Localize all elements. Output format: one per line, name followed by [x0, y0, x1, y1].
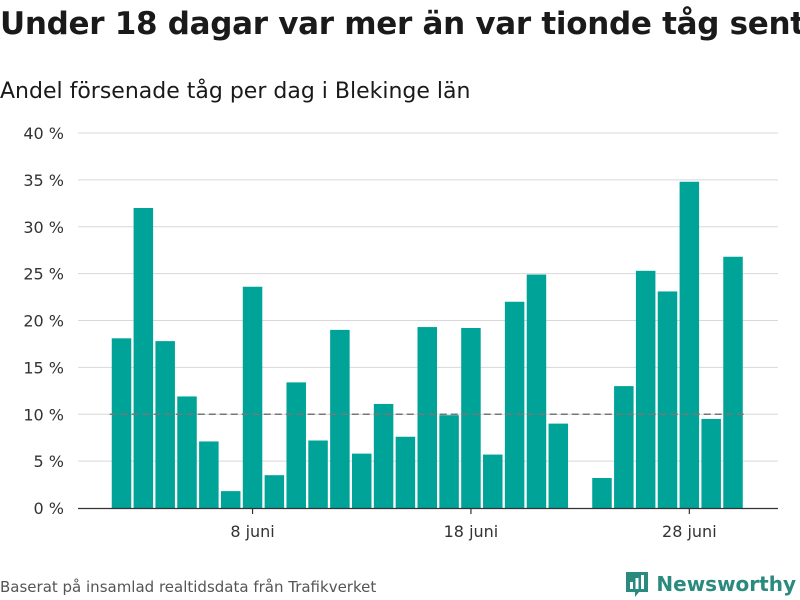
bar — [199, 441, 219, 508]
y-axis-tick-labels: 0 % 5 % 10 % 15 % 20 % 25 % 30 % 35 % 40 % — [23, 124, 64, 518]
bar — [701, 418, 721, 508]
bar — [373, 403, 394, 508]
y-tick-label: 5 % — [34, 452, 64, 471]
y-tick-label: 0 % — [34, 499, 64, 518]
bar — [548, 423, 569, 508]
bar — [723, 256, 743, 508]
y-tick-label: 25 % — [23, 265, 64, 284]
y-tick-label: 20 % — [23, 312, 64, 331]
x-tick-label: 28 juni — [662, 522, 717, 541]
bar — [177, 396, 197, 508]
y-tick-label: 40 % — [23, 124, 64, 143]
bar-chart: 0 % 5 % 10 % 15 % 20 % 25 % 30 % 35 % 40 % 8 jun… — [23, 124, 778, 541]
bar — [220, 491, 241, 508]
bar — [614, 386, 634, 508]
bar — [592, 478, 612, 508]
bar — [111, 338, 132, 508]
brand-name: Newsworthy — [656, 572, 796, 596]
bar — [308, 440, 328, 508]
bar — [133, 208, 154, 508]
x-axis: 8 juni 18 juni 28 juni — [78, 507, 778, 541]
bar — [679, 181, 700, 508]
bar — [330, 329, 350, 508]
bar — [286, 382, 306, 508]
bar — [439, 415, 459, 508]
bar — [155, 341, 175, 508]
bar — [264, 475, 285, 508]
bar — [504, 301, 525, 508]
chart-title: Under 18 dagar var mer än var tionde tåg… — [0, 6, 800, 42]
bar — [461, 328, 481, 508]
y-tick-label: 30 % — [23, 218, 64, 237]
bar — [395, 436, 416, 508]
brand-logo[interactable]: Newsworthy — [624, 570, 796, 598]
y-tick-label: 35 % — [23, 171, 64, 190]
bar — [242, 286, 263, 508]
source-note: Baserat på insamlad realtidsdata från Tr… — [0, 578, 377, 596]
bar — [351, 453, 372, 508]
x-tick-label: 18 juni — [444, 522, 499, 541]
y-tick-label: 15 % — [23, 358, 64, 377]
x-tick-label: 8 juni — [230, 522, 274, 541]
bar — [657, 291, 678, 508]
y-tick-label: 10 % — [23, 405, 64, 424]
bar — [417, 327, 438, 508]
bar-chart-logo-icon — [626, 572, 649, 597]
bar — [526, 274, 547, 508]
bar — [483, 454, 503, 508]
bars — [111, 181, 743, 508]
chart-subtitle: Andel försenade tåg per dag i Blekinge l… — [0, 79, 471, 104]
bar — [635, 270, 656, 508]
